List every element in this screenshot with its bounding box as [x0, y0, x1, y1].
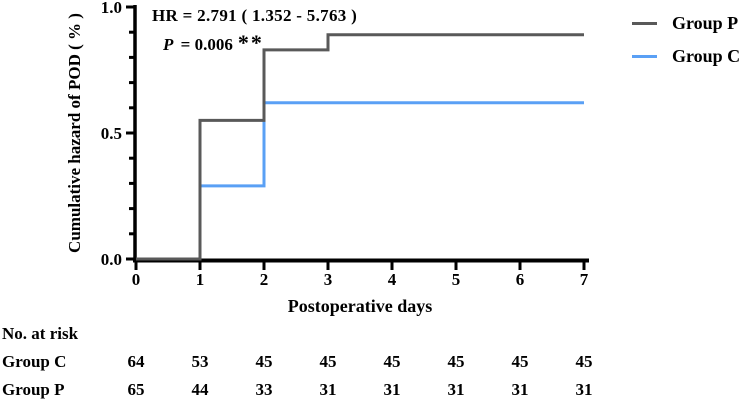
x-tick-label: 1 — [196, 270, 205, 289]
legend-item-group-p: Group P — [632, 13, 740, 34]
series-line-group-c — [136, 101, 584, 261]
x-tick-label: 6 — [516, 270, 525, 289]
risk-count: 45 — [255, 352, 273, 371]
risk-table-title: No. at risk — [2, 324, 79, 343]
risk-count: 45 — [575, 352, 593, 371]
risk-count: 31 — [447, 380, 465, 399]
significance-stars: ** — [237, 30, 264, 55]
risk-count: 65 — [127, 380, 145, 399]
hr-annotation: HR = 2.791 ( 1.352 - 5.763 ) — [152, 6, 358, 25]
p-symbol: P — [163, 35, 174, 54]
risk-count: 45 — [383, 352, 401, 371]
risk-count: 31 — [575, 380, 593, 399]
x-tick-label: 4 — [388, 270, 397, 289]
risk-count: 45 — [511, 352, 529, 371]
x-tick-label: 0 — [132, 270, 141, 289]
p-value-text: = 0.006 — [176, 35, 233, 54]
risk-count: 45 — [447, 352, 465, 371]
risk-count: 31 — [511, 380, 529, 399]
y-tick-label: 0.0 — [101, 250, 122, 269]
legend-label: Group C — [672, 46, 741, 66]
risk-row-label-group-c: Group C — [2, 352, 67, 371]
x-tick-label: 2 — [260, 270, 269, 289]
risk-row-label-group-p: Group P — [2, 380, 65, 399]
risk-count: 44 — [191, 380, 209, 399]
series-line-group-p — [136, 33, 584, 261]
legend: Group P Group C — [632, 13, 740, 67]
p-value-annotation: P = 0.006 ** — [163, 32, 357, 55]
risk-count: 64 — [127, 352, 145, 371]
legend-line-swatch — [632, 55, 657, 58]
risk-count: 53 — [191, 352, 209, 371]
x-axis-title: Postoperative days — [288, 296, 432, 316]
annotation-block: HR = 2.791 ( 1.352 - 5.763 ) P = 0.006 ** — [152, 6, 357, 55]
risk-count: 31 — [319, 380, 337, 399]
y-tick-label: 0.5 — [101, 124, 122, 143]
risk-count: 31 — [383, 380, 401, 399]
risk-count: 45 — [319, 352, 337, 371]
x-tick-label: 7 — [580, 270, 589, 289]
y-tick-label: 1.0 — [101, 0, 122, 17]
risk-count: 33 — [255, 380, 273, 399]
legend-line-swatch — [632, 22, 657, 25]
legend-item-group-c: Group C — [632, 46, 740, 67]
legend-label: Group P — [672, 13, 739, 33]
x-tick-label: 5 — [452, 270, 461, 289]
x-tick-label: 3 — [324, 270, 333, 289]
y-axis-title: Cumulative hazard of POD ( % ) — [65, 13, 84, 253]
